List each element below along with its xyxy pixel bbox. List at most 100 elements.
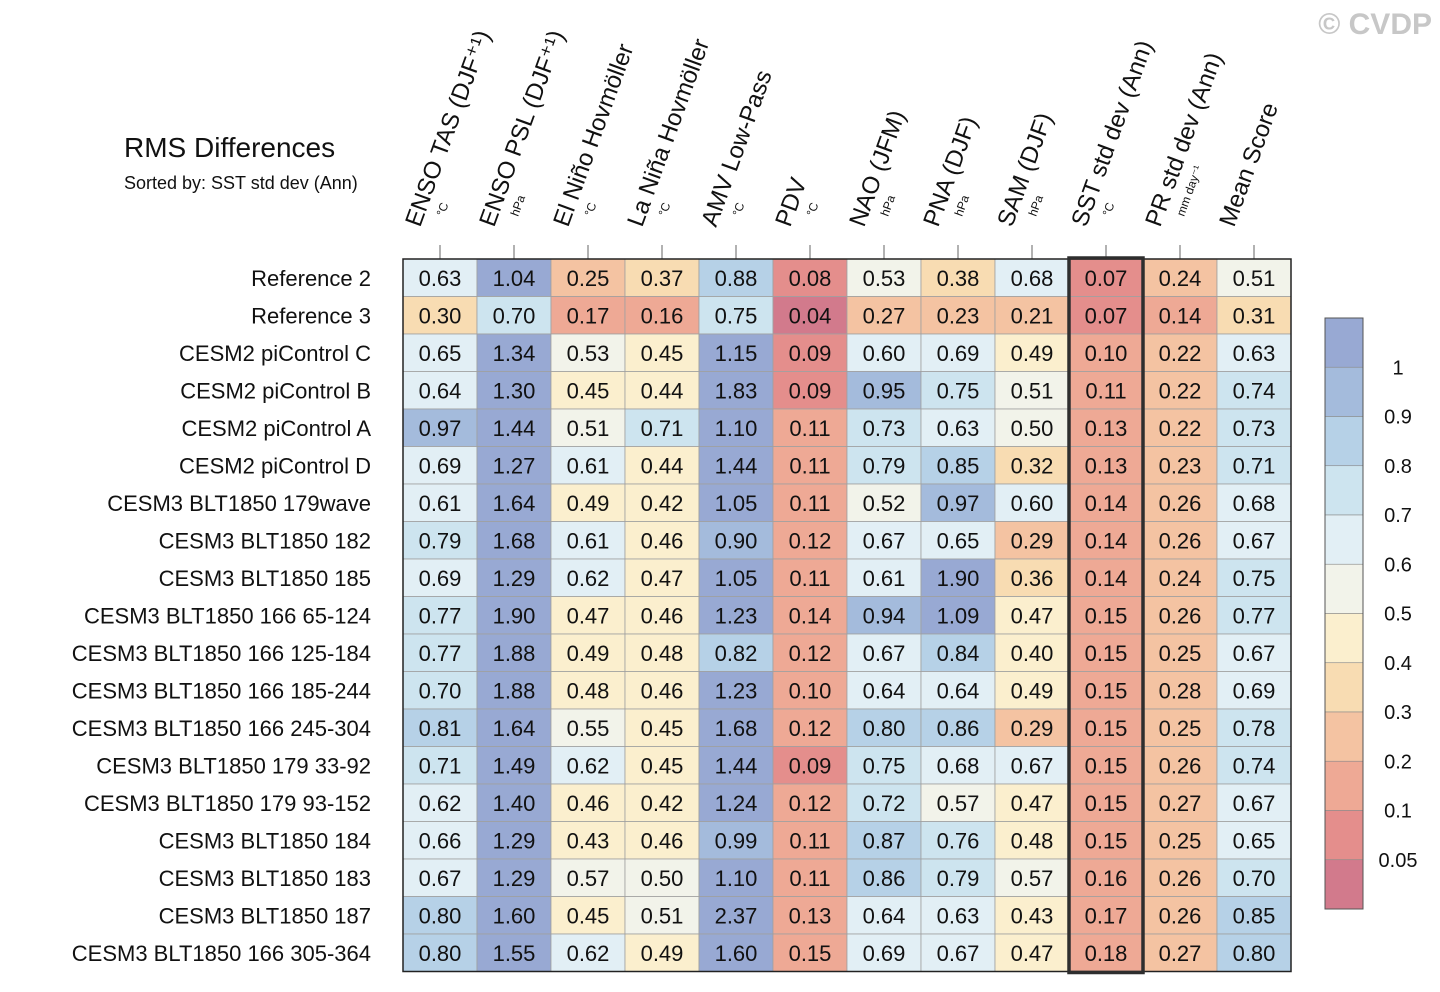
cell-value: 0.18 [1085,941,1128,966]
cell-cesm3-blt1850-179-33-92-la-ni-a-hovm-ller [624,746,700,785]
cell-value: 0.25 [1159,716,1202,741]
cell-cesm2-picontrol-b-el-ni-o-hovm-ller [550,371,626,410]
colorbar-segment [1324,366,1364,417]
cell-cesm3-blt1850-185-el-ni-o-hovm-ller [550,558,626,597]
cell-value: 1.60 [493,903,536,928]
watermark: © CVDP [1318,8,1432,41]
cell-cesm2-picontrol-d-amv-low-pass [698,446,774,485]
cell-cesm3-blt1850-166-185-244-enso-tas-djf [402,671,478,710]
cell-value: 0.29 [1011,528,1054,553]
cell-cesm3-blt1850-187-nao-jfm [846,896,922,935]
cell-cesm3-blt1850-179-33-92-pr-std-dev-ann [1142,746,1218,785]
cell-value: 0.77 [1233,603,1276,628]
cell-value: 0.70 [1233,866,1276,891]
colorbar-segment [1324,810,1364,861]
row-label-cesm3-blt1850-179wave: CESM3 BLT1850 179wave [107,491,371,516]
cell-value: 0.48 [641,641,684,666]
colorbar-segment [1324,760,1364,811]
cell-value: 0.65 [1233,828,1276,853]
cell-value: 1.29 [493,866,536,891]
cell-value: 0.61 [567,453,610,478]
cell-value: 1.04 [493,266,536,291]
cell-value: 0.71 [1233,453,1276,478]
cell-cesm3-blt1850-184-el-ni-o-hovm-ller [550,821,626,860]
cell-value: 0.72 [863,791,906,816]
cell-cesm3-blt1850-166-185-244-la-ni-a-hovm-ller [624,671,700,710]
cell-value: 0.29 [1011,716,1054,741]
cell-cesm3-blt1850-179wave-la-ni-a-hovm-ller [624,483,700,522]
cell-cesm3-blt1850-166-305-364-el-ni-o-hovm-ller [550,933,626,972]
cell-reference-2-sam-djf [994,258,1070,297]
cell-value: 0.47 [567,603,610,628]
row-label-cesm3-blt1850-179-33-92: CESM3 BLT1850 179 33-92 [96,753,371,778]
cell-value: 1.40 [493,791,536,816]
cell-reference-2-pna-djf [920,258,996,297]
cell-value: 0.57 [937,791,980,816]
cell-cesm3-blt1850-166-185-244-enso-psl-djf [476,671,552,710]
cell-value: 0.61 [863,566,906,591]
cell-cesm2-picontrol-a-sam-djf [994,408,1070,447]
cell-value: 0.64 [937,678,980,703]
cell-value: 0.71 [419,753,462,778]
cell-value: 0.60 [1011,491,1054,516]
cell-value: 0.11 [789,453,830,478]
cell-cesm2-picontrol-a-pr-std-dev-ann [1142,408,1218,447]
cell-value: 0.42 [641,491,684,516]
cell-cesm3-blt1850-187-pna-djf [920,896,996,935]
cell-value: 1.27 [493,453,536,478]
column-unit: °C [804,200,822,218]
row-label-reference-3: Reference 3 [251,303,371,328]
cell-value: 0.15 [1085,828,1128,853]
cell-cesm3-blt1850-166-65-124-mean-score [1216,596,1292,635]
cell-value: 0.11 [1085,378,1126,403]
cell-cesm3-blt1850-185-sam-djf [994,558,1070,597]
cell-cesm3-blt1850-185-sst-std-dev-ann [1068,558,1144,597]
cell-cesm2-picontrol-d-el-ni-o-hovm-ller [550,446,626,485]
colorbar-segment [1324,317,1364,368]
cell-cesm3-blt1850-166-305-364-mean-score [1216,933,1292,972]
cell-cesm3-blt1850-183-nao-jfm [846,858,922,897]
cell-value: 0.11 [789,828,830,853]
cell-cesm3-blt1850-179-33-92-el-ni-o-hovm-ller [550,746,626,785]
cell-value: 0.62 [419,791,462,816]
cell-value: 0.67 [1011,753,1054,778]
cell-value: 0.82 [715,641,758,666]
cell-value: 0.60 [863,341,906,366]
cell-cesm3-blt1850-183-amv-low-pass [698,858,774,897]
cell-value: 0.15 [1085,641,1128,666]
cell-cesm3-blt1850-166-305-364-enso-psl-djf [476,933,552,972]
cell-cesm2-picontrol-c-enso-psl-djf [476,333,552,372]
cell-cesm3-blt1850-182-la-ni-a-hovm-ller [624,521,700,560]
cell-value: 1.29 [493,566,536,591]
cell-value: 0.67 [1233,528,1276,553]
row-label-cesm3-blt1850-182: CESM3 BLT1850 182 [159,528,371,553]
cell-cesm3-blt1850-187-enso-psl-djf [476,896,552,935]
cell-cesm3-blt1850-166-305-364-pr-std-dev-ann [1142,933,1218,972]
cell-value: 0.61 [419,491,462,516]
cell-value: 0.73 [1233,416,1276,441]
row-label-cesm3-blt1850-166-65-124: CESM3 BLT1850 166 65-124 [84,603,371,628]
cell-value: 1.49 [493,753,536,778]
cell-value: 0.07 [1085,266,1128,291]
cell-value: 0.28 [1159,678,1202,703]
cell-value: 0.80 [1233,941,1276,966]
cell-value: 0.86 [863,866,906,891]
cell-cesm3-blt1850-179-93-152-amv-low-pass [698,783,774,822]
row-label-cesm3-blt1850-184: CESM3 BLT1850 184 [159,828,371,853]
cell-value: 0.74 [1233,378,1276,403]
cell-value: 0.64 [863,903,906,928]
cell-value: 0.53 [863,266,906,291]
cell-reference-2-amv-low-pass [698,258,774,297]
cell-value: 0.11 [789,566,830,591]
cell-cesm3-blt1850-179-93-152-enso-tas-djf [402,783,478,822]
cell-value: 0.30 [419,303,462,328]
cell-cesm3-blt1850-179wave-el-ni-o-hovm-ller [550,483,626,522]
cell-value: 0.09 [789,378,832,403]
cell-value: 0.68 [937,753,980,778]
colorbar-label: 0.8 [1384,456,1412,478]
colorbar-label: 0.2 [1384,751,1412,773]
column-header-pna-djf: PNA (DJF) [918,113,983,230]
cell-value: 0.67 [863,528,906,553]
cell-cesm3-blt1850-184-la-ni-a-hovm-ller [624,821,700,860]
